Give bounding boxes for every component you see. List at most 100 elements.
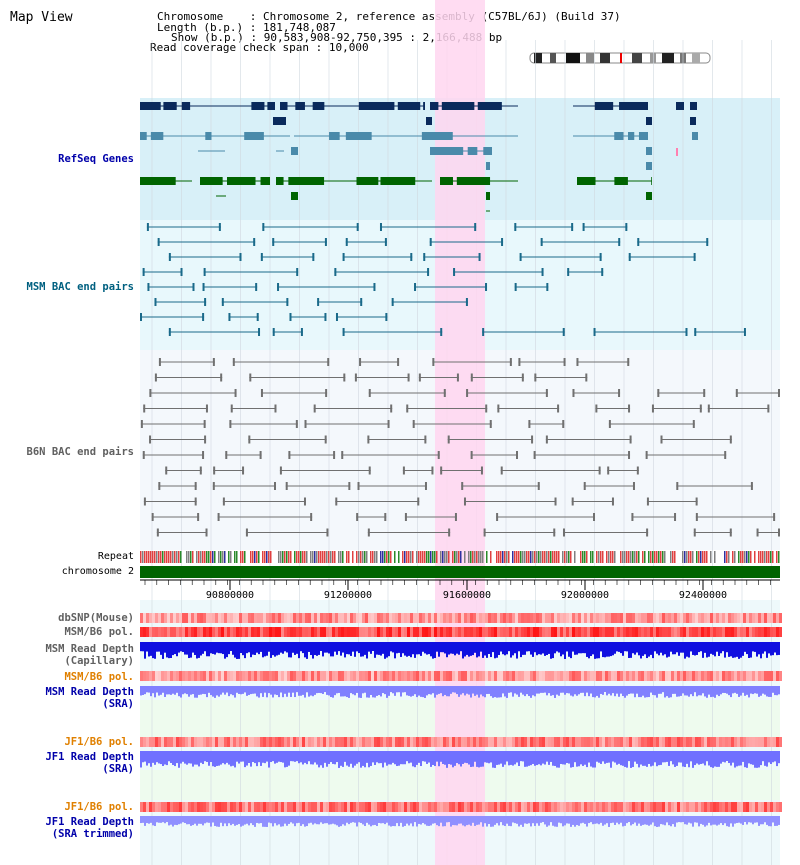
bac-end-mark <box>562 420 565 428</box>
polymorphism-cell <box>746 627 749 637</box>
read-depth-bar <box>434 816 436 824</box>
read-depth-bar <box>478 751 480 768</box>
repeat-mark <box>236 551 238 563</box>
bac-end-mark <box>470 373 473 382</box>
polymorphism-cell <box>701 737 704 747</box>
msm-bac-label[interactable]: MSM BAC end pairs <box>26 281 134 293</box>
polymorphism-cell <box>659 613 662 623</box>
polymorphism-cell <box>272 627 275 637</box>
polymorphism-cell <box>773 613 776 623</box>
polymorphism-cell <box>377 802 380 812</box>
repeat-mark <box>568 551 570 563</box>
read-depth-bar <box>720 816 722 824</box>
polymorphism-cell <box>722 613 725 623</box>
polymorphism-cell <box>563 737 566 747</box>
read-depth-bar <box>190 816 192 826</box>
read-depth-bar <box>482 686 484 697</box>
read-depth-bar <box>270 751 272 763</box>
read-depth-bar <box>724 686 726 693</box>
read-depth-bar <box>524 686 526 697</box>
read-depth-bar <box>552 751 554 766</box>
bac-end-mark <box>693 528 696 537</box>
repeat-mark <box>320 551 322 563</box>
polymorphism-cell <box>509 627 512 637</box>
read-depth-bar <box>204 751 206 762</box>
read-depth-bar <box>400 816 402 823</box>
read-depth-bar <box>542 751 544 764</box>
coverage-label: Read coverage check span <box>150 41 309 54</box>
read-depth-bar <box>586 686 588 693</box>
read-depth-bar <box>340 751 342 766</box>
repeat-mark <box>202 551 204 563</box>
read-depth-bar <box>386 751 388 766</box>
refseq-genes-label[interactable]: RefSeq Genes <box>58 153 134 165</box>
read-depth-bar <box>352 816 354 823</box>
read-depth-bar <box>432 686 434 694</box>
read-depth-bar <box>692 751 694 768</box>
read-depth-bar <box>476 751 478 767</box>
polymorphism-cell <box>611 802 614 812</box>
read-depth-bar <box>642 816 644 825</box>
b6n-bac-label[interactable]: B6N BAC end pairs <box>26 446 134 458</box>
polymorphism-cell <box>227 613 230 623</box>
read-depth-bar <box>594 816 596 824</box>
polymorphism-cell <box>656 671 659 681</box>
polymorphism-cell <box>485 627 488 637</box>
read-depth-bar <box>638 686 640 698</box>
read-depth-bar <box>162 686 164 693</box>
read-depth-bar <box>150 642 152 656</box>
bac-end-mark <box>140 420 143 428</box>
read-depth-bar <box>464 816 466 827</box>
polymorphism-cell <box>278 737 281 747</box>
read-depth-bar <box>342 686 344 697</box>
polymorphism-cell <box>344 613 347 623</box>
read-depth-bar <box>292 642 294 653</box>
read-depth-bar <box>296 816 298 824</box>
repeat-mark <box>296 551 298 563</box>
polymorphism-cell <box>743 671 746 681</box>
read-depth-bar <box>480 642 482 652</box>
polymorphism-cell <box>506 737 509 747</box>
read-depth-bar <box>552 816 554 826</box>
read-depth-bar <box>670 642 672 652</box>
polymorphism-cell <box>473 627 476 637</box>
polymorphism-cell <box>293 627 296 637</box>
polymorphism-cell <box>653 671 656 681</box>
polymorphism-cell <box>671 627 674 637</box>
polymorphism-cell <box>539 627 542 637</box>
polymorphism-cell <box>464 737 467 747</box>
read-depth-bar <box>706 686 708 698</box>
polymorphism-cell <box>185 802 188 812</box>
polymorphism-cell <box>350 737 353 747</box>
read-depth-bar <box>382 751 384 768</box>
read-depth-bar <box>628 751 630 762</box>
polymorphism-cell <box>143 627 146 637</box>
polymorphism-cell <box>527 802 530 812</box>
read-depth-bar <box>528 686 530 697</box>
read-depth-bar <box>628 686 630 695</box>
read-depth-bar <box>444 642 446 654</box>
bac-end-mark <box>202 451 205 459</box>
polymorphism-cell <box>479 737 482 747</box>
read-depth-bar <box>270 642 272 658</box>
read-depth-bar <box>202 816 204 826</box>
read-depth-bar <box>322 751 324 768</box>
polymorphism-cell <box>737 613 740 623</box>
read-depth-bar <box>574 816 576 827</box>
jf1-depth-trim-line1: JF1 Read Depth <box>45 816 134 828</box>
polymorphism-cell <box>563 627 566 637</box>
polymorphism-cell <box>167 737 170 747</box>
polymorphism-cell <box>641 737 644 747</box>
polymorphism-cell <box>749 737 752 747</box>
read-depth-bar <box>534 816 536 826</box>
read-depth-bar <box>700 751 702 765</box>
read-depth-bar <box>294 751 296 762</box>
polymorphism-cell <box>464 671 467 681</box>
read-depth-bar <box>498 686 500 698</box>
polymorphism-cell <box>311 737 314 747</box>
read-depth-bar <box>400 751 402 765</box>
polymorphism-cell <box>275 671 278 681</box>
read-depth-bar <box>656 642 658 654</box>
read-depth-bar <box>506 751 508 762</box>
